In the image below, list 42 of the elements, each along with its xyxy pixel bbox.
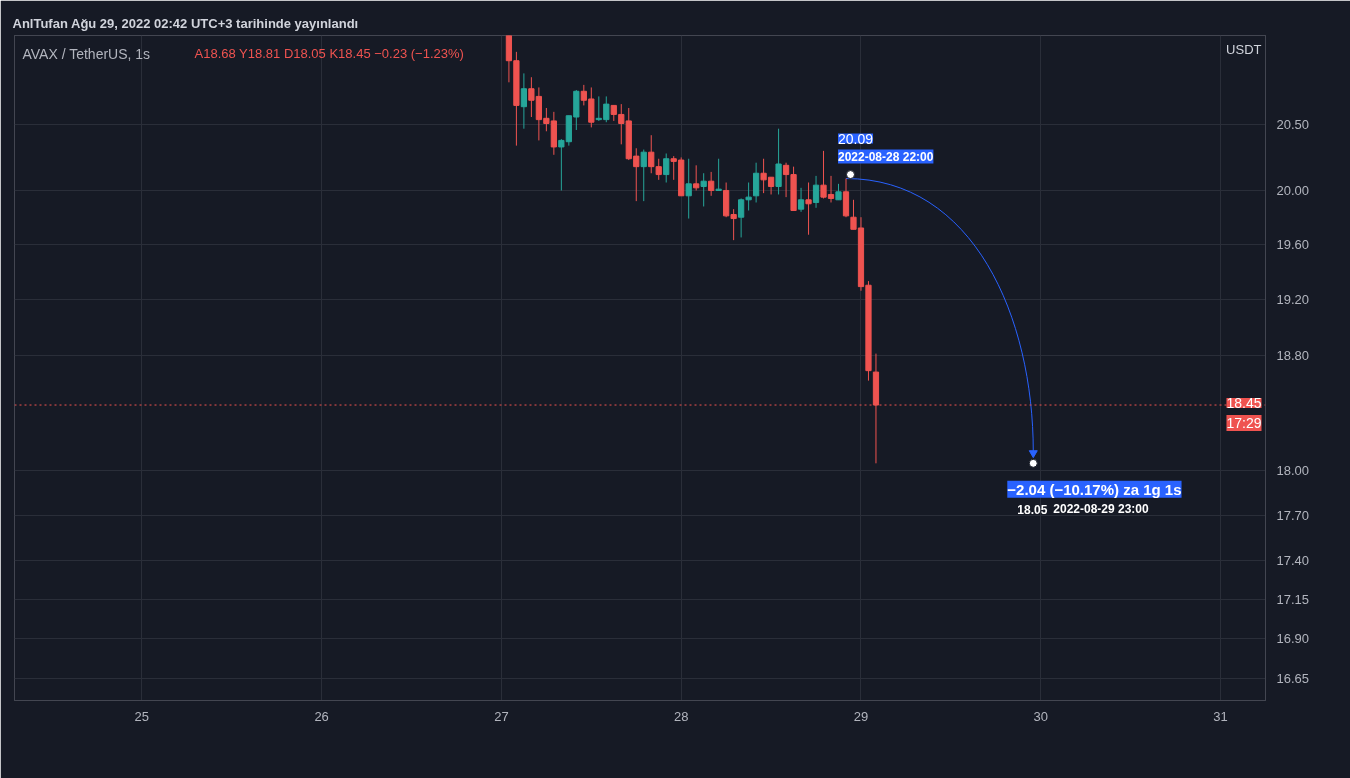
- text: AVAX / TetherUS, 1s: [22, 45, 151, 62]
- x-tick-label: 25: [134, 708, 150, 724]
- candlestick: [693, 164, 700, 191]
- text: A18.68 Y18.81 D18.05 K18.45 −0.23 (−1.23%): [194, 46, 464, 61]
- annotation: 20.09: [838, 130, 874, 147]
- y-tick-label: 20.50: [1276, 117, 1310, 133]
- y-tick-label: 17.40: [1276, 553, 1310, 569]
- candlestick: [797, 187, 805, 213]
- candlestick: [708, 171, 715, 197]
- x-tick-label: 31: [1213, 708, 1228, 724]
- text: AnlTufan Ağu 29, 2022 02:42 UTC+3 tarihinde yayınlandı: [12, 15, 359, 31]
- candlestick: [685, 158, 692, 220]
- y-tick-label: 19.20: [1276, 291, 1310, 307]
- annotation: 2022-08-28 22:00: [838, 149, 934, 164]
- x-tick-label: 30: [1033, 708, 1049, 724]
- x-tick-label: 27: [494, 708, 509, 724]
- y-tick-label: 18.80: [1276, 347, 1310, 363]
- ref-line-label: 18.45: [1226, 395, 1262, 412]
- x-tick-label: 28: [673, 708, 689, 724]
- annotation: 17:29: [1226, 415, 1262, 432]
- y-tick-label: 16.90: [1276, 630, 1310, 646]
- y-axis-title: USDT: [1226, 42, 1262, 57]
- annotation: −2.04 (−10.17%) za 1g 1s: [1007, 480, 1182, 498]
- y-tick-label: 18.00: [1276, 463, 1310, 479]
- annotation: 18.05: [1017, 502, 1048, 517]
- candlestick: [752, 162, 760, 203]
- candlestick: [520, 72, 528, 130]
- y-tick-label: 20.00: [1276, 182, 1310, 198]
- candlestick: [640, 149, 647, 202]
- y-tick-label: 19.60: [1276, 236, 1310, 252]
- y-tick-label: 17.15: [1276, 591, 1310, 607]
- candlestick: [700, 172, 707, 207]
- x-tick-label: 29: [853, 708, 869, 724]
- candlestick: [805, 182, 812, 236]
- candlestick: [812, 175, 820, 209]
- x-tick-label: 26: [314, 708, 329, 724]
- y-tick-label: 16.65: [1276, 670, 1310, 686]
- candlestick: [775, 128, 782, 195]
- candlestick: [715, 158, 722, 191]
- y-tick-label: 17.70: [1276, 507, 1310, 523]
- annotation: 2022-08-29 23:00: [1053, 502, 1150, 517]
- candlestick: [663, 153, 670, 184]
